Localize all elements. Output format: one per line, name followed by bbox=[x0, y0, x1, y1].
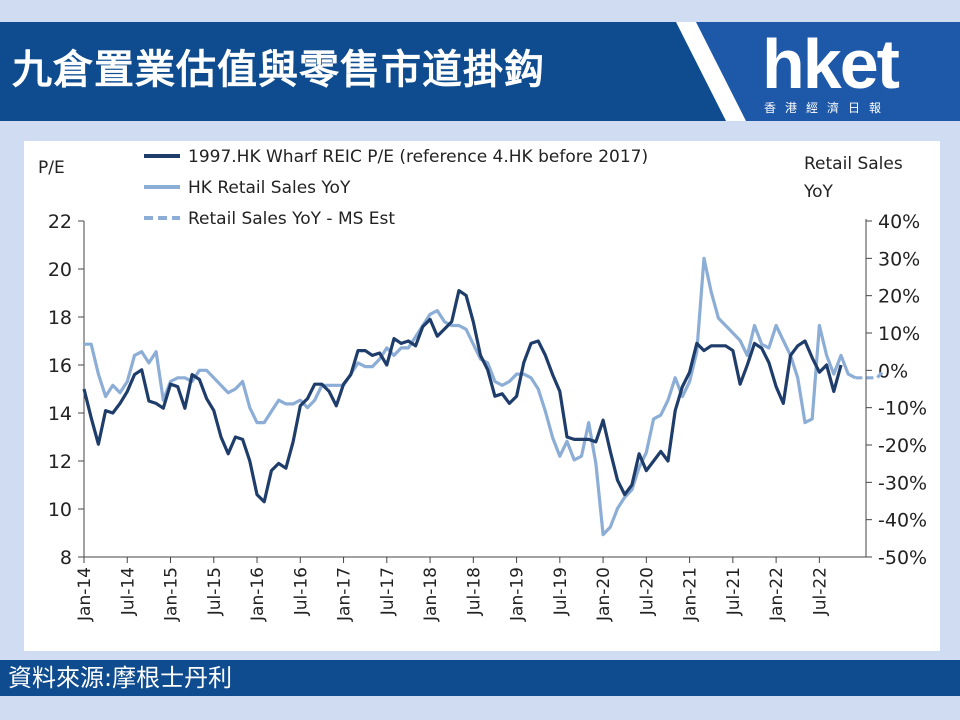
right-tick-label: 0% bbox=[878, 360, 908, 382]
x-tick-label: Jul-19 bbox=[551, 567, 571, 616]
left-tick-label: 12 bbox=[48, 451, 72, 473]
x-tick-label: Jan-16 bbox=[248, 567, 268, 622]
x-tick-label: Jan-14 bbox=[75, 567, 95, 622]
x-tick-label: Jan-18 bbox=[421, 567, 441, 622]
right-tick-label: -20% bbox=[878, 435, 927, 457]
x-tick-label: Jul-15 bbox=[205, 567, 225, 616]
series-layer bbox=[82, 256, 886, 537]
left-axis-ticks: 22 20 18 16 14 12 10 8 bbox=[48, 211, 84, 569]
left-tick-label: 16 bbox=[48, 355, 72, 377]
legend-label-ms-est: Retail Sales YoY - MS Est bbox=[188, 209, 395, 229]
bottom-strip bbox=[0, 696, 960, 720]
right-tick-label: 40% bbox=[878, 211, 920, 233]
x-tick-label: Jan-19 bbox=[508, 567, 528, 622]
x-tick-label: Jan-20 bbox=[594, 567, 614, 622]
x-axis-ticks: Jan-14 Jul-14 Jan-15 Jul-15 Jan-16 Jul-16 Jan-… bbox=[75, 557, 830, 622]
right-tick-label: 20% bbox=[878, 286, 920, 308]
right-tick-label: 10% bbox=[878, 323, 920, 345]
left-tick-label: 8 bbox=[60, 547, 72, 569]
series-line-wharf-reic-pe bbox=[82, 289, 843, 504]
logo-panel bbox=[676, 22, 960, 121]
x-tick-label: Jan-22 bbox=[767, 567, 787, 622]
x-tick-label: Jul-20 bbox=[637, 567, 657, 616]
left-tick-label: 22 bbox=[48, 211, 72, 233]
x-tick-label: Jan-17 bbox=[335, 567, 355, 622]
right-tick-label: -10% bbox=[878, 398, 927, 420]
legend-label-pe: 1997.HK Wharf REIC P/E (reference 4.HK b… bbox=[188, 147, 648, 167]
chart-panel: P/E Retail Sales YoY 1997.HK Wharf REIC … bbox=[24, 141, 940, 651]
left-tick-label: 10 bbox=[48, 499, 72, 521]
right-tick-label: -30% bbox=[878, 472, 927, 494]
series-line-ms-estimate bbox=[855, 369, 886, 380]
x-tick-label: Jul-22 bbox=[810, 567, 830, 616]
x-tick-label: Jul-21 bbox=[724, 567, 744, 616]
right-axis-label-2: YoY bbox=[803, 182, 834, 202]
source-note: 資料來源:摩根士丹利 bbox=[8, 664, 233, 692]
x-tick-label: Jul-18 bbox=[464, 567, 484, 616]
left-axis-label: P/E bbox=[38, 158, 65, 178]
left-tick-label: 20 bbox=[48, 259, 72, 281]
right-axis-ticks: 40% 30% 20% 10% 0% -10% -20% -30% -40% -50% bbox=[866, 211, 927, 569]
x-tick-label: Jul-17 bbox=[378, 567, 398, 616]
hket-logo: hket bbox=[762, 25, 900, 103]
pe-vs-retail-chart: P/E Retail Sales YoY 1997.HK Wharf REIC … bbox=[38, 147, 927, 622]
legend-label-retail: HK Retail Sales YoY bbox=[188, 178, 351, 198]
x-tick-label: Jul-16 bbox=[291, 567, 311, 616]
x-tick-label: Jul-14 bbox=[118, 567, 138, 616]
legend: 1997.HK Wharf REIC P/E (reference 4.HK b… bbox=[144, 147, 648, 229]
hket-logo-subtitle: 香港經濟日報 bbox=[764, 101, 891, 115]
series-line-hk-retail-sales-yoy bbox=[84, 256, 857, 537]
source-bar bbox=[0, 660, 960, 696]
right-tick-label: 30% bbox=[878, 248, 920, 270]
page-title: 九倉置業估值與零售市道掛鈎 bbox=[12, 47, 545, 93]
left-tick-label: 18 bbox=[48, 307, 72, 329]
x-tick-label: Jan-15 bbox=[162, 567, 182, 622]
left-tick-label: 14 bbox=[48, 403, 72, 425]
right-axis-label: Retail Sales bbox=[804, 154, 903, 174]
x-tick-label: Jan-21 bbox=[681, 567, 701, 622]
right-tick-label: -40% bbox=[878, 510, 927, 532]
right-tick-label: -50% bbox=[878, 547, 927, 569]
